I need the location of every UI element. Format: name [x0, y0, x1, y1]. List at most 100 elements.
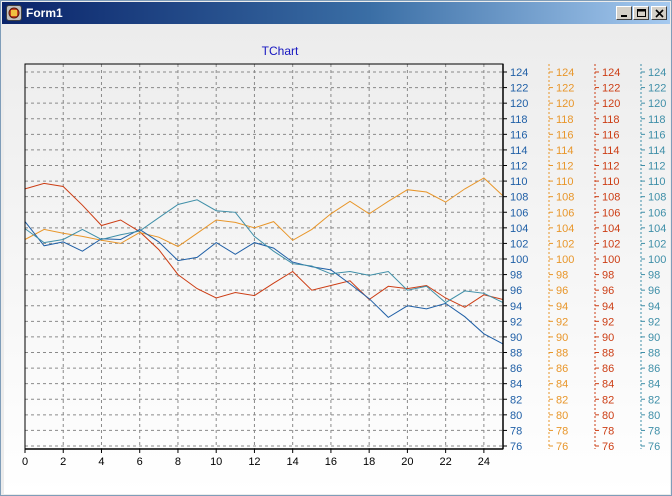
right-axis-1-tick-label: 84: [510, 379, 522, 391]
right-axis-4-tick-label: 76: [648, 441, 660, 453]
right-axis-4-tick-label: 90: [648, 332, 660, 344]
right-axis-3-tick-label: 78: [602, 425, 614, 437]
series-line-4: [24, 199, 504, 304]
right-axis-1-tick-label: 100: [510, 254, 528, 266]
right-axis-1-tick-label: 112: [510, 161, 528, 173]
right-axis-4-tick-label: 80: [648, 410, 660, 422]
right-axis-2-tick-label: 100: [556, 254, 574, 266]
x-tick-label: 6: [137, 456, 143, 468]
right-axis-1-tick-label: 96: [510, 285, 522, 297]
maximize-button[interactable]: [633, 6, 649, 20]
right-axis-3-tick-label: 94: [602, 301, 614, 313]
right-axis-4-tick-label: 116: [648, 129, 666, 141]
x-tick-label: 16: [325, 456, 337, 468]
x-tick-label: 14: [287, 456, 299, 468]
right-axis-1-tick-label: 122: [510, 83, 528, 95]
right-axis-2-tick-label: 102: [556, 238, 574, 250]
maximize-icon: [637, 9, 646, 17]
series-line-2: [24, 177, 504, 248]
right-axis-4-tick-label: 98: [648, 270, 660, 282]
title-bar[interactable]: Form1: [2, 2, 670, 24]
series-line-1: [24, 182, 504, 308]
right-axis-1-tick-label: 94: [510, 301, 522, 313]
x-tick-label: 0: [22, 456, 28, 468]
right-axis-4-tick-label: 102: [648, 238, 666, 250]
right-axis-2-tick-label: 88: [556, 348, 568, 360]
right-axis-4-tick-label: 118: [648, 114, 666, 126]
x-tick-label: 4: [98, 456, 104, 468]
right-axis-1-tick-label: 118: [510, 114, 528, 126]
right-axis-2-tick-label: 84: [556, 379, 568, 391]
right-axis-4-tick-label: 100: [648, 254, 666, 266]
right-axis-4-tick-label: 124: [648, 67, 666, 79]
right-axis-3-tick-label: 80: [602, 410, 614, 422]
right-axis-2-tick-label: 118: [556, 114, 574, 126]
right-axis-3-tick-label: 98: [602, 270, 614, 282]
right-axis-2-tick-label: 96: [556, 285, 568, 297]
right-axis-4-tick-label: 82: [648, 394, 660, 406]
right-axis-3-tick-label: 90: [602, 332, 614, 344]
right-axis-2-tick-label: 86: [556, 363, 568, 375]
right-axis-1-tick-label: 104: [510, 223, 528, 235]
right-axis-3-tick-label: 116: [602, 129, 620, 141]
right-axis-4-tick-label: 88: [648, 348, 660, 360]
right-axis-4-tick-label: 86: [648, 363, 660, 375]
right-axis-2-tick-label: 90: [556, 332, 568, 344]
right-axis-2-tick-label: 108: [556, 192, 574, 204]
right-axis-2-tick-label: 80: [556, 410, 568, 422]
right-axis-3-tick-label: 118: [602, 114, 620, 126]
right-axis-3-tick-label: 108: [602, 192, 620, 204]
right-axis-2-tick-label: 114: [556, 145, 574, 157]
right-axis-1-tick-label: 82: [510, 394, 522, 406]
right-axis-1-tick-label: 124: [510, 67, 528, 79]
minimize-button[interactable]: [616, 6, 632, 20]
right-axis-3-tick-label: 112: [602, 161, 620, 173]
x-tick-label: 22: [440, 456, 452, 468]
right-axis-2-tick-label: 110: [556, 176, 574, 188]
right-axis-4-tick-label: 112: [648, 161, 666, 173]
right-axis-3-tick-label: 110: [602, 176, 620, 188]
right-axis-2-tick-label: 94: [556, 301, 568, 313]
right-axis-3-tick-label: 120: [602, 98, 620, 110]
right-axis-3-tick-label: 104: [602, 223, 620, 235]
right-axis-2-tick-label: 120: [556, 98, 574, 110]
right-axis-2-tick-label: 92: [556, 316, 568, 328]
right-axis-4-tick-label: 120: [648, 98, 666, 110]
right-axis-2-tick-label: 82: [556, 394, 568, 406]
right-axis-1-tick-label: 90: [510, 332, 522, 344]
right-axis-1-tick-label: 108: [510, 192, 528, 204]
right-axis-3-tick-label: 82: [602, 394, 614, 406]
x-tick-label: 10: [210, 456, 222, 468]
right-axis-4-tick-label: 84: [648, 379, 660, 391]
close-button[interactable]: [651, 6, 667, 20]
right-axis-3-tick-label: 92: [602, 316, 614, 328]
right-axis-1-tick-label: 120: [510, 98, 528, 110]
right-axis-3-tick-label: 100: [602, 254, 620, 266]
right-axis-1-tick-label: 110: [510, 176, 528, 188]
right-axis-1-tick-label: 106: [510, 207, 528, 219]
tchart-control[interactable]: TChart 0 2 4 6 8 10 12 14 16 18 20 22 24 124 122 120 118…: [4, 24, 670, 494]
right-axis-1-tick-label: 114: [510, 145, 528, 157]
right-axis-4-tick-label: 92: [648, 316, 660, 328]
right-axis-2-tick-label: 122: [556, 83, 574, 95]
right-axis-1-tick-label: 80: [510, 410, 522, 422]
right-axis-3-tick-label: 88: [602, 348, 614, 360]
right-axis-3-tick-label: 114: [602, 145, 620, 157]
chart-title: TChart: [262, 44, 299, 58]
right-axis-1-tick-label: 92: [510, 316, 522, 328]
right-axis-3-tick-label: 102: [602, 238, 620, 250]
right-axis-1-tick-label: 88: [510, 348, 522, 360]
right-axis-3-tick-label: 122: [602, 83, 620, 95]
right-axis-1-tick-label: 78: [510, 425, 522, 437]
right-axis-1-tick-label: 102: [510, 238, 528, 250]
right-axis-3-tick-label: 124: [602, 67, 620, 79]
right-axis-3-tick-label: 96: [602, 285, 614, 297]
right-axis-4-tick-label: 104: [648, 223, 666, 235]
right-axis-1-tick-label: 76: [510, 441, 522, 453]
x-tick-label: 2: [60, 456, 66, 468]
right-axis-3-tick-label: 76: [602, 441, 614, 453]
delphi-app-icon[interactable]: [6, 5, 22, 21]
close-icon: [655, 9, 664, 18]
right-axis-2-tick-label: 104: [556, 223, 574, 235]
